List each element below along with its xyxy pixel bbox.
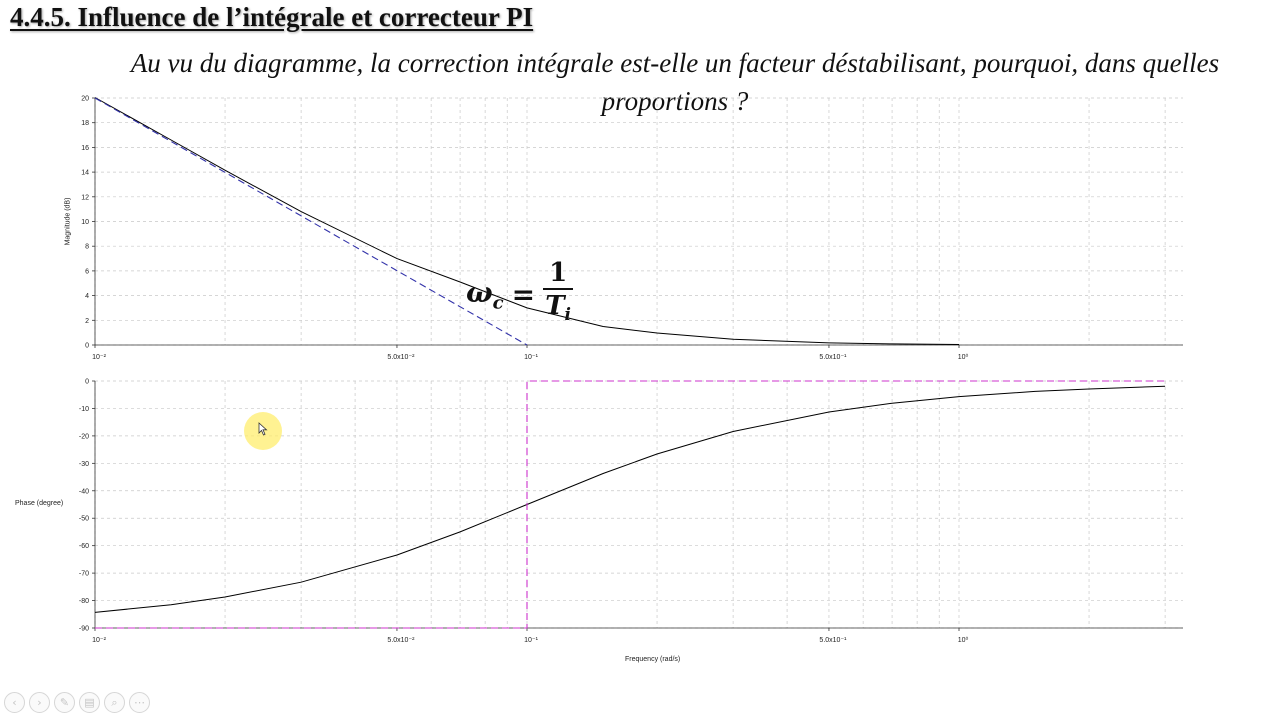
phase-x-tick-label: 10⁻² bbox=[92, 637, 106, 644]
pen-icon[interactable]: ✎ bbox=[54, 692, 75, 713]
mag-response-curve bbox=[94, 97, 960, 345]
phase-y-tick-label: -10 bbox=[79, 406, 89, 413]
phase-response-curve bbox=[94, 385, 1166, 613]
omega-c: ωc bbox=[466, 275, 504, 314]
phase-y-tick-label: -30 bbox=[79, 461, 89, 468]
mag-y-tick-label: 18 bbox=[81, 120, 89, 127]
mag-y-tick-label: 2 bbox=[85, 318, 89, 325]
mag-y-tick-label: 4 bbox=[85, 293, 89, 300]
mag-x-tick-label: 10⁰ bbox=[958, 353, 969, 361]
mag-y-tick-label: 8 bbox=[85, 244, 89, 251]
magnitude-axis-label: Magnitude (dB) bbox=[64, 197, 72, 246]
mag-asymptote-line bbox=[94, 97, 528, 346]
mag-y-tick-label: 20 bbox=[81, 96, 89, 103]
magnitude-plot: 0 2 4 6 8 10 12 14 16 18 20 10⁻² 5.0x10⁻² 10⁻¹ 5.0x10⁻… bbox=[81, 96, 1183, 361]
mag-y-tick-label: 16 bbox=[81, 145, 89, 152]
phase-asymptote-line bbox=[95, 380, 1166, 629]
mag-x-tick-label: 10⁻¹ bbox=[524, 354, 538, 361]
prev-icon[interactable]: ‹ bbox=[4, 692, 25, 713]
zoom-icon[interactable]: ⌕ bbox=[104, 692, 125, 713]
mag-y-tick-label: 12 bbox=[81, 194, 89, 201]
mouse-pointer-icon bbox=[258, 422, 268, 436]
mag-y-tick-label: 0 bbox=[85, 343, 89, 350]
phase-y-tick-label: -60 bbox=[79, 543, 89, 550]
phase-x-tick-label: 5.0x10⁻² bbox=[387, 637, 415, 644]
fraction-numerator: 1 bbox=[549, 258, 568, 288]
phase-y-tick-label: -50 bbox=[79, 516, 89, 523]
phase-x-tick-label: 10⁻¹ bbox=[524, 637, 538, 644]
phase-y-tick-label: -20 bbox=[79, 433, 89, 440]
mag-x-tick-label: 5.0x10⁻¹ bbox=[819, 354, 847, 361]
phase-y-tick-label: -40 bbox=[79, 488, 89, 495]
equals-sign: = bbox=[511, 278, 536, 312]
mag-x-tick-label: 10⁻² bbox=[92, 354, 106, 361]
fraction-bar bbox=[543, 288, 574, 290]
frequency-axis-label: Frequency (rad/s) bbox=[625, 656, 681, 663]
phase-y-tick-label: 0 bbox=[85, 379, 89, 386]
phase-x-tick-label: 5.0x10⁻¹ bbox=[819, 637, 847, 644]
presentation-toolbar: ‹ › ✎ ▤ ⌕ ⋯ bbox=[4, 692, 150, 713]
phase-x-tick-label: 10⁰ bbox=[958, 636, 969, 644]
next-icon[interactable]: › bbox=[29, 692, 50, 713]
phase-axis-label: Phase (degree) bbox=[15, 500, 64, 507]
cutoff-formula: ωc = 1 Ti bbox=[466, 258, 574, 331]
mag-y-tick-label: 10 bbox=[81, 219, 89, 226]
mag-y-tick-label: 14 bbox=[81, 170, 89, 177]
mag-y-tick-label: 6 bbox=[85, 268, 89, 275]
phase-y-tick-label: -90 bbox=[79, 626, 89, 633]
mag-x-tick-label: 5.0x10⁻² bbox=[387, 354, 415, 361]
phase-y-tick-label: -70 bbox=[79, 571, 89, 578]
slide-question: Au vu du diagramme, la correction intégr… bbox=[130, 48, 1220, 116]
phase-y-tick-label: -80 bbox=[79, 598, 89, 605]
slides-icon[interactable]: ▤ bbox=[79, 692, 100, 713]
more-icon[interactable]: ⋯ bbox=[129, 692, 150, 713]
fraction-denominator: Ti bbox=[545, 291, 572, 326]
slide-title: 4.4.5. Influence de l’intégrale et corre… bbox=[10, 2, 534, 32]
fraction: 1 Ti bbox=[543, 258, 574, 331]
